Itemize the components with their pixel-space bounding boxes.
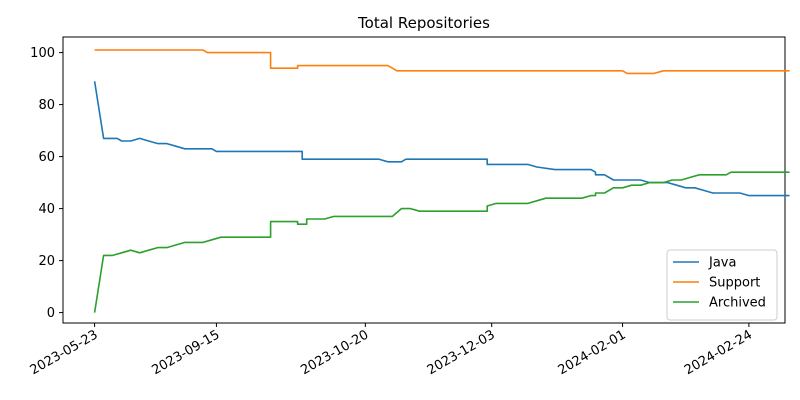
- legend-label-archived: Archived: [709, 296, 766, 311]
- chart-title: Total Repositories: [357, 14, 490, 32]
- x-tick-label: 2023-12-03: [425, 327, 498, 378]
- y-tick-label: 0: [47, 306, 55, 321]
- x-tick-label: 2023-10-20: [298, 327, 371, 378]
- series-line-support: [94, 49, 790, 75]
- legend-label-support: Support: [709, 276, 760, 291]
- y-tick-label: 20: [38, 254, 55, 269]
- y-tick-label: 100: [30, 46, 55, 61]
- x-tick-label: 2024-02-01: [556, 327, 629, 378]
- plot-area: [62, 36, 786, 324]
- y-tick-label: 80: [38, 98, 55, 113]
- y-tick-label: 60: [38, 150, 55, 165]
- x-tick-label: 2023-05-23: [28, 327, 101, 378]
- x-axis: 2023-05-23 2023-09-15 2023-10-20 2023-12-03…: [28, 323, 755, 378]
- y-tick-label: 40: [38, 202, 55, 217]
- y-axis: 0 20 40 60 80 100: [30, 46, 63, 321]
- legend-label-java: Java: [708, 256, 736, 271]
- series-layer: [93, 49, 790, 313]
- series-line-java: [93, 81, 790, 197]
- legend: Java Support Archived: [666, 249, 778, 321]
- x-tick-label: 2024-02-24: [682, 327, 755, 378]
- x-tick-label: 2023-09-15: [149, 327, 222, 378]
- series-line-archived: [93, 171, 790, 313]
